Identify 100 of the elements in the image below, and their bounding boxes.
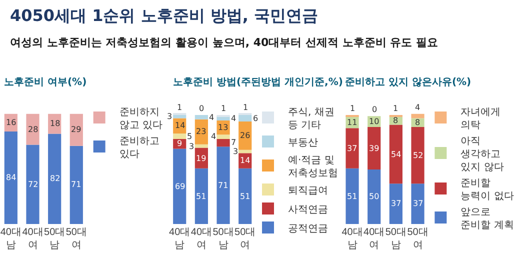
bar: [411, 114, 424, 118]
bar: [194, 115, 208, 120]
bar: [26, 144, 40, 224]
data-label: 29: [71, 125, 82, 134]
data-label: 84: [6, 173, 16, 182]
bar: [48, 134, 62, 224]
data-label: 37: [391, 199, 402, 208]
data-label: 1: [221, 104, 226, 113]
legend-label: 아직 생각하고 있지 않다: [460, 136, 504, 173]
data-label: 1: [243, 103, 248, 112]
legend-label: 주식, 채권 등 기타: [288, 106, 334, 131]
legend-label: 공적연금: [288, 223, 328, 234]
x-tick-label: 50대 남: [212, 227, 234, 251]
data-label: 5: [187, 132, 192, 141]
bar: [216, 138, 230, 147]
x-tick-label: 50대 남: [385, 227, 406, 251]
bar: [238, 115, 252, 122]
data-label: 3: [167, 112, 172, 121]
data-label: 1: [177, 103, 182, 112]
bar: [411, 184, 424, 224]
data-label: 3: [233, 147, 238, 156]
bar: [368, 170, 381, 224]
data-label: 4: [209, 113, 214, 122]
bar: [368, 126, 381, 170]
data-label: 50: [369, 192, 380, 201]
data-label: 51: [347, 192, 358, 201]
data-label: 1: [350, 104, 356, 113]
x-tick-label: 50대 여: [66, 227, 87, 251]
data-label: 14: [175, 121, 186, 130]
legend-label: 준비하고 있다: [119, 136, 160, 160]
legend-label: 예·적금 및 저축성보험: [288, 154, 338, 179]
legend-label: 퇴직급여: [288, 185, 328, 196]
data-label: 37: [413, 199, 424, 208]
data-label: 18: [50, 119, 60, 128]
x-tick-label: 40대 여: [22, 227, 44, 251]
data-label: 4: [211, 132, 216, 141]
bar: [346, 128, 359, 168]
x-tick-label: 50대 여: [234, 227, 256, 251]
x-tick-label: 40대 여: [190, 227, 212, 251]
bar: [194, 144, 208, 148]
data-label: 8: [415, 118, 420, 127]
data-label: 51: [196, 192, 206, 201]
data-label: 3: [189, 142, 194, 151]
bar: [70, 146, 83, 224]
bar: [411, 126, 424, 184]
data-label: 6: [253, 114, 258, 123]
data-label: 4: [231, 114, 236, 123]
bar: [173, 115, 186, 118]
data-label: 0: [372, 105, 378, 114]
x-tick-label: 50대 남: [44, 227, 66, 251]
bar: [238, 168, 252, 224]
bar: [389, 184, 402, 224]
bar: [389, 124, 402, 184]
data-label: 51: [240, 192, 250, 201]
bar: [216, 146, 230, 224]
data-label: 10: [369, 117, 380, 126]
data-label: 37: [347, 144, 358, 153]
bar: [70, 114, 83, 146]
data-label: 13: [218, 123, 228, 132]
data-label: 54: [391, 150, 402, 159]
data-label: 71: [218, 181, 228, 190]
legend-label: 사적연금: [288, 204, 328, 216]
data-label: 26: [240, 131, 250, 140]
data-label: 4: [415, 103, 420, 112]
text: 여성의 노후준비는 저축성보험의 활용이 높으며, 40대부터 선제적 노후준비 유도 필요: [10, 36, 438, 49]
data-label: 0: [199, 104, 204, 113]
x-tick-label: 40대 여: [364, 227, 385, 251]
chart-title: 준비하고 있지 않은사유(%): [345, 77, 472, 88]
data-label: 82: [50, 174, 60, 183]
data-label: 11: [347, 118, 358, 127]
chart-title: 노후준비 방법(주된방법 개인기준,%): [173, 77, 343, 88]
x-tick-label: 50대 여: [407, 227, 428, 251]
data-label: 52: [413, 151, 424, 160]
data-label: 23: [196, 127, 206, 136]
data-label: 7: [231, 138, 236, 147]
data-label: 1: [393, 104, 398, 113]
data-label: 16: [6, 118, 16, 127]
data-label: 14: [240, 156, 250, 165]
bar: [4, 132, 18, 224]
x-tick-label: 40대 남: [0, 227, 22, 251]
text: 준비할 능력이 없다: [460, 178, 514, 202]
data-label: 72: [28, 180, 38, 189]
data-label: 9: [177, 139, 182, 148]
legend-label: 자녀에게 의탁: [460, 106, 501, 131]
bar: [173, 148, 186, 224]
data-label: 69: [175, 182, 186, 191]
data-label: 8: [393, 116, 398, 125]
legend-label: 부동산: [288, 137, 318, 148]
x-tick-label: 40대 남: [342, 227, 363, 251]
bar: [194, 168, 208, 224]
data-label: 28: [28, 125, 38, 134]
chart-title: 노후준비 여부(%): [4, 77, 87, 88]
data-label: 71: [71, 180, 82, 189]
bar: [238, 122, 252, 150]
bar: [173, 134, 186, 139]
bar: [216, 134, 230, 139]
bar: [194, 119, 208, 144]
data-label: 39: [369, 144, 380, 153]
legend-label: 앞으로 준비할 계획: [460, 206, 514, 231]
bar: [238, 150, 252, 154]
